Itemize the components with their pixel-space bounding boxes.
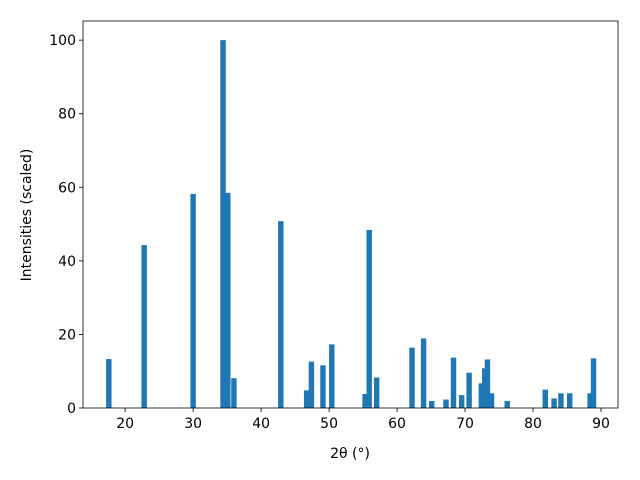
- bar: [303, 390, 310, 408]
- bar: [429, 401, 435, 408]
- x-tick-label: 70: [456, 416, 474, 432]
- bar: [141, 245, 147, 408]
- x-tick-label: 60: [388, 416, 406, 432]
- bar: [551, 398, 557, 408]
- y-tick-label: 80: [58, 107, 76, 123]
- bar: [220, 40, 226, 409]
- bar: [466, 372, 472, 408]
- bar: [488, 393, 495, 408]
- bar: [567, 393, 573, 408]
- bar: [190, 193, 196, 408]
- bar: [542, 389, 548, 408]
- y-tick-label: 100: [49, 33, 76, 49]
- bar: [590, 358, 597, 408]
- bar: [478, 383, 485, 408]
- bar: [484, 359, 491, 408]
- bar: [308, 361, 315, 408]
- bar: [420, 338, 427, 408]
- bar: [409, 347, 415, 408]
- y-tick-label: 0: [67, 401, 76, 417]
- x-tick-label: 40: [252, 416, 270, 432]
- bar: [587, 393, 593, 408]
- x-tick-label: 50: [320, 416, 338, 432]
- y-axis-label: Intensities (scaled): [19, 149, 35, 282]
- bar: [225, 192, 231, 408]
- bar: [362, 394, 368, 408]
- bar: [320, 365, 326, 408]
- x-tick-label: 90: [592, 416, 610, 432]
- x-tick-label: 30: [184, 416, 202, 432]
- x-tick-label: 20: [116, 416, 134, 432]
- bar: [558, 393, 564, 408]
- bar: [504, 401, 510, 408]
- bar: [231, 378, 237, 408]
- bar: [482, 368, 488, 408]
- bar: [443, 399, 449, 408]
- bar: [106, 359, 112, 408]
- x-axis-label: 2θ (°): [330, 446, 370, 462]
- bar: [458, 395, 465, 408]
- y-tick-label: 20: [58, 327, 76, 343]
- bar: [366, 229, 372, 408]
- bar: [450, 357, 457, 408]
- bar: [373, 377, 380, 408]
- plot-frame: [82, 20, 619, 409]
- y-tick-label: 40: [58, 254, 76, 270]
- bar: [329, 344, 335, 408]
- y-tick-label: 60: [58, 180, 76, 196]
- x-tick-label: 80: [524, 416, 542, 432]
- bar: [278, 221, 284, 408]
